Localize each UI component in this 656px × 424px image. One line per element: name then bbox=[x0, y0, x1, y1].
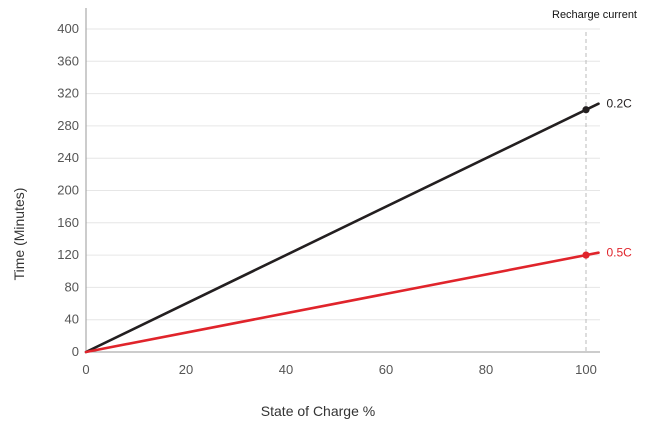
grid bbox=[86, 28, 600, 321]
axes bbox=[85, 8, 600, 353]
series-line-0.5C bbox=[84, 251, 600, 354]
series-point-0.2C bbox=[582, 106, 590, 114]
x-tick-80: 80 bbox=[479, 362, 493, 377]
x-tick-100: 100 bbox=[575, 362, 597, 377]
series: 0.2C 0.5C bbox=[84, 97, 633, 354]
x-tick-0: 0 bbox=[82, 362, 89, 377]
y-tick-0: 0 bbox=[72, 344, 79, 359]
y-tick-160: 160 bbox=[57, 215, 79, 230]
x-axis-title: State of Charge % bbox=[261, 403, 375, 419]
legend-title: Recharge current bbox=[552, 9, 637, 21]
x-tick-40: 40 bbox=[279, 362, 293, 377]
y-tick-200: 200 bbox=[57, 183, 79, 198]
x-tick-20: 20 bbox=[179, 362, 193, 377]
series-line-0.2C bbox=[84, 102, 600, 354]
x-tick-labels: 0 20 40 60 80 100 bbox=[82, 362, 596, 377]
series-label-0.2C: 0.2C bbox=[607, 97, 633, 111]
y-tick-280: 280 bbox=[57, 118, 79, 133]
series-point-0.5C bbox=[582, 251, 590, 259]
y-tick-240: 240 bbox=[57, 150, 79, 165]
x-tick-60: 60 bbox=[379, 362, 393, 377]
y-tick-80: 80 bbox=[65, 279, 79, 294]
y-tick-40: 40 bbox=[65, 312, 79, 327]
y-tick-400: 400 bbox=[57, 21, 79, 36]
y-tick-labels: 0 40 80 120 160 200 240 280 320 360 400 bbox=[57, 21, 79, 359]
y-tick-320: 320 bbox=[57, 86, 79, 101]
y-tick-120: 120 bbox=[57, 247, 79, 262]
y-axis-title: Time (Minutes) bbox=[11, 188, 27, 281]
series-label-0.5C: 0.5C bbox=[607, 246, 633, 260]
y-tick-360: 360 bbox=[57, 53, 79, 68]
